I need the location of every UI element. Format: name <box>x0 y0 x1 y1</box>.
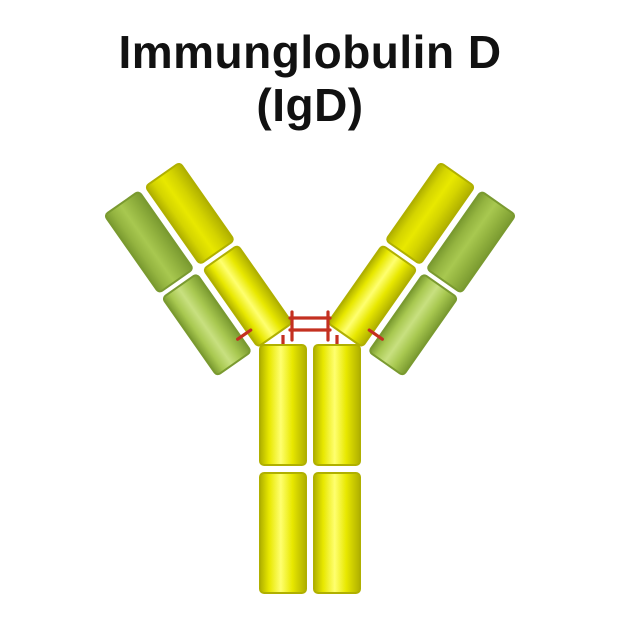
antibody-diagram <box>0 0 620 620</box>
interchain-bonds <box>290 312 330 340</box>
chain-layer <box>104 162 515 593</box>
